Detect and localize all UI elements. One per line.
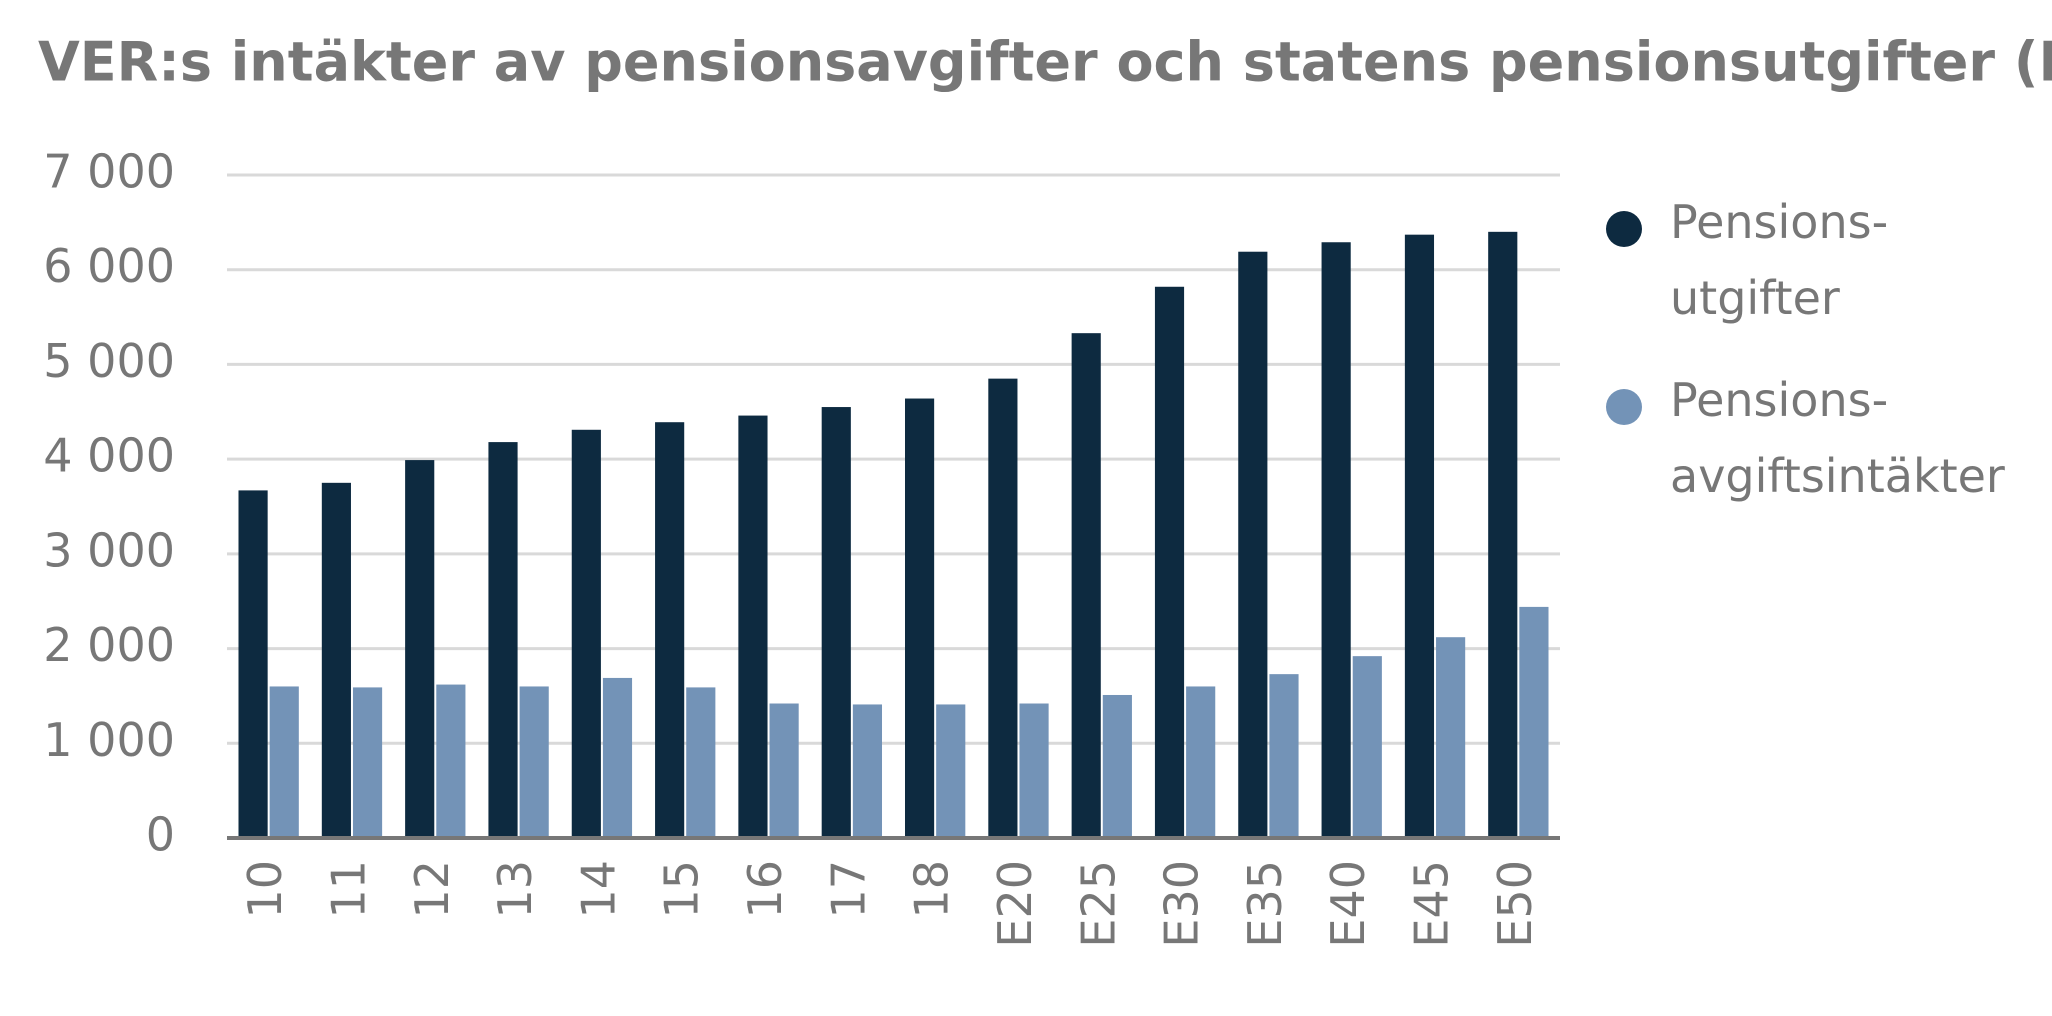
bar: [1519, 606, 1549, 838]
bar: [686, 687, 716, 838]
bar: [238, 490, 268, 838]
y-tick-label: 2 000: [43, 618, 175, 672]
bar: [519, 686, 549, 838]
x-tick-label: 14: [571, 860, 625, 919]
x-tick-label: E25: [1071, 860, 1125, 948]
x-tick-label: 18: [905, 860, 959, 919]
legend-marker: [1606, 388, 1642, 425]
chart-title: VER:s intäkter av pensionsavgifter och s…: [38, 31, 2052, 94]
bar: [852, 704, 883, 838]
x-tick-label: 13: [488, 860, 542, 919]
bar: [821, 407, 851, 838]
x-tick-label: E30: [1155, 860, 1209, 948]
y-tick-label: 7 000: [43, 145, 175, 199]
x-tick-label: 17: [821, 860, 875, 919]
bar: [269, 686, 299, 838]
x-tick-label: E35: [1238, 860, 1292, 948]
y-tick-label: 6 000: [43, 239, 175, 293]
x-tick-label: 10: [238, 860, 292, 919]
bar: [904, 398, 935, 838]
bar: [1071, 333, 1101, 838]
bar: [571, 429, 601, 838]
legend-label: Pensions-avgiftsintäkter: [1670, 372, 2005, 503]
bar: [1269, 674, 1299, 838]
bar: [1352, 656, 1382, 838]
y-tick-label: 1 000: [43, 713, 175, 767]
y-tick-label: 3 000: [43, 523, 175, 577]
bar: [1238, 251, 1268, 838]
bar: [321, 482, 351, 838]
bar: [1436, 637, 1466, 838]
bar: [936, 704, 966, 838]
x-tick-label: 12: [405, 860, 459, 919]
bar: [769, 703, 799, 838]
bar: [655, 422, 685, 838]
bar: [602, 677, 633, 838]
legend-label: Pensions-utgifter: [1670, 195, 1889, 325]
y-tick-label: 4 000: [43, 429, 175, 483]
bar: [988, 378, 1018, 838]
bar: [352, 687, 383, 838]
legend-item: Pensions-utgifter: [1600, 185, 2040, 337]
x-tick-label: 15: [655, 860, 709, 919]
bar: [405, 460, 435, 838]
bar: [488, 442, 518, 838]
y-tick-label: 5 000: [43, 334, 175, 388]
bar: [1404, 234, 1435, 839]
y-tick-label: 0: [146, 808, 175, 862]
legend-item: Pensions-avgiftsintäkter: [1600, 363, 2040, 515]
bar: [1186, 686, 1216, 838]
bar: [1321, 242, 1351, 839]
x-tick-label: E45: [1405, 860, 1459, 948]
legend-marker: [1606, 211, 1642, 247]
bar: [738, 415, 768, 838]
bar: [1019, 703, 1049, 838]
x-tick-label: E50: [1488, 860, 1542, 948]
bar: [436, 684, 466, 838]
legend: Pensions-utgifter Pensions-avgiftsintäkte…: [1600, 185, 2040, 541]
bar: [1488, 231, 1518, 839]
x-tick-label: E20: [988, 860, 1042, 948]
x-tick-label: 11: [321, 860, 375, 919]
x-tick-label: E40: [1321, 860, 1375, 948]
bar: [1154, 286, 1185, 839]
x-tick-label: 16: [738, 860, 792, 919]
bar: [1102, 694, 1132, 838]
